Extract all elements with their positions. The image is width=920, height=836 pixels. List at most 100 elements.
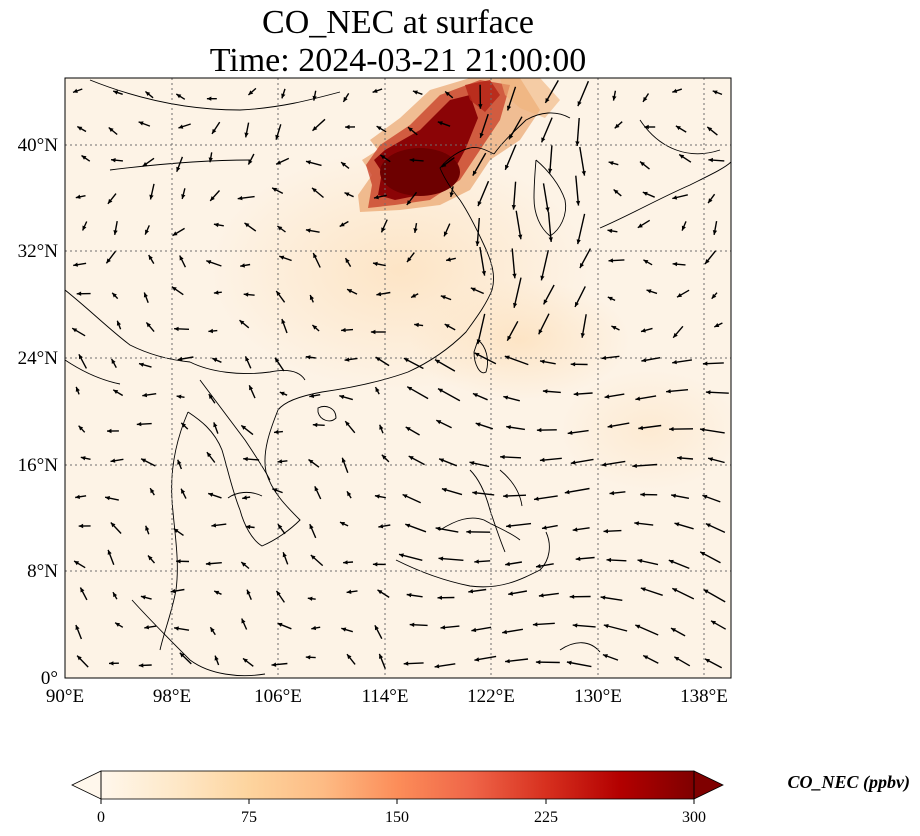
wind-arrow-head: [113, 230, 118, 235]
wind-arrow-head: [671, 628, 676, 633]
wind-arrow: [513, 277, 522, 308]
wind-arrow-head: [248, 159, 253, 165]
wind-arrow-head: [73, 88, 78, 93]
wind-arrow-head: [246, 589, 251, 595]
wind-arrow-head: [443, 231, 448, 237]
colorbar-tick-label: 0: [97, 809, 105, 826]
x-tick-label: 98°E: [153, 686, 191, 707]
wind-arrow-head: [446, 257, 451, 262]
wind-arrow-head: [607, 228, 613, 234]
wind-arrow-head: [612, 95, 617, 101]
wind-arrow-head: [611, 326, 617, 330]
wind-arrow-head: [607, 296, 613, 301]
wind-arrow-head: [341, 162, 346, 167]
wind-arrow-head: [379, 653, 384, 659]
wind-arrow-head: [673, 332, 678, 338]
wind-arrow-head: [281, 93, 286, 99]
wind-arrow-head: [601, 355, 607, 360]
wind-arrow-head: [381, 227, 386, 233]
wind-arrow-head: [444, 324, 450, 329]
wind-arrow-head: [545, 207, 550, 212]
wind-arrow-head: [437, 595, 442, 600]
x-tick-label: 114°E: [362, 686, 409, 707]
wind-arrow-head: [374, 195, 379, 200]
x-axis-ticks: 90°E 98°E 106°E 114°E 122°E 130°E 138°E: [46, 686, 728, 707]
wind-arrow-head: [277, 524, 283, 530]
wind-arrow-head: [375, 387, 380, 393]
wind-arrow-head: [138, 121, 144, 126]
wind-arrow-head: [379, 424, 384, 430]
wind-arrow-head: [75, 194, 81, 199]
wind-arrow-head: [603, 529, 608, 534]
wind-arrow-head: [506, 425, 511, 430]
wind-arrow-head: [242, 495, 247, 500]
wind-arrow-head: [566, 660, 572, 665]
wind-arrow-head: [507, 335, 512, 341]
wind-arrow-head: [445, 91, 450, 96]
wind-arrow-head: [171, 286, 177, 291]
wind-arrow-head: [472, 393, 478, 398]
y-axis-ticks: 0° 8°N 16°N 24°N 32°N 40°N: [18, 135, 59, 689]
wind-arrow-head: [441, 487, 447, 493]
wind-arrow-head: [276, 590, 281, 596]
wind-arrow-head: [179, 652, 185, 658]
y-tick-label: 16°N: [18, 455, 59, 476]
wind-arrow-head: [305, 655, 311, 660]
wind-arrow-head: [277, 622, 283, 627]
wind-arrow-head: [138, 663, 144, 668]
wind-arrow-head: [567, 430, 573, 435]
wind-arrow-head: [375, 357, 381, 362]
x-tick-label: 122°E: [467, 686, 515, 707]
wind-arrow-head: [341, 627, 347, 632]
wind-arrow-head: [208, 394, 214, 399]
wind-arrow-head: [634, 521, 639, 526]
wind-arrow-head: [76, 291, 82, 296]
wind-arrow-head: [378, 524, 384, 529]
wind-arrow-head: [148, 255, 153, 260]
wind-arrow-head: [535, 660, 541, 665]
wind-arrow: [477, 313, 486, 345]
wind-arrow-head: [347, 491, 352, 497]
wind-arrow-head: [471, 627, 477, 633]
wind-arrow-head: [666, 389, 671, 394]
wind-arrow-head: [575, 301, 579, 307]
wind-arrow-head: [603, 624, 609, 629]
wind-arrow-head: [174, 326, 179, 332]
wind-arrow-head: [141, 458, 147, 463]
wind-arrow-head: [343, 560, 348, 565]
wind-arrow-head: [509, 134, 514, 140]
wind-arrow-head: [212, 128, 217, 134]
gridlines: [65, 78, 731, 678]
map-title-line2: Time: 2024-03-21 21:00:00: [210, 42, 587, 79]
wind-arrow-head: [403, 661, 409, 666]
wind-arrow-head: [377, 589, 383, 595]
wind-arrow: [577, 213, 586, 245]
wind-arrow-head: [532, 622, 538, 627]
wind-arrow-head: [407, 257, 412, 263]
wind-arrow-head: [609, 490, 615, 496]
wind-arrow-head: [508, 591, 513, 596]
wind-arrow-head: [402, 494, 408, 499]
wind-arrow-head: [575, 141, 580, 146]
wind-arrow-head: [113, 90, 119, 95]
wind-arrow-head: [579, 263, 584, 268]
wind-arrow-head: [206, 260, 212, 265]
wind-arrow-head: [672, 195, 678, 200]
wind-arrow-head: [241, 562, 247, 567]
wind-arrow-head: [372, 88, 378, 93]
wind-arrow-head: [502, 629, 507, 635]
wind-arrow: [540, 250, 549, 281]
wind-arrow-head: [312, 422, 318, 428]
wind-arrow-head: [479, 132, 484, 138]
wind-arrow-head: [674, 522, 680, 527]
wind-arrow-head: [282, 552, 287, 558]
wind-arrow-head: [580, 333, 585, 338]
wind-arrow-head: [575, 200, 581, 206]
wind-arrow-head: [309, 393, 315, 398]
y-tick-label: 24°N: [18, 348, 59, 369]
wind-arrow-head: [436, 420, 442, 425]
wind-arrow-head: [341, 327, 346, 333]
wind-arrow-head: [75, 494, 80, 499]
wind-arrow-head: [105, 496, 110, 501]
wind-arrow-head: [408, 456, 414, 461]
